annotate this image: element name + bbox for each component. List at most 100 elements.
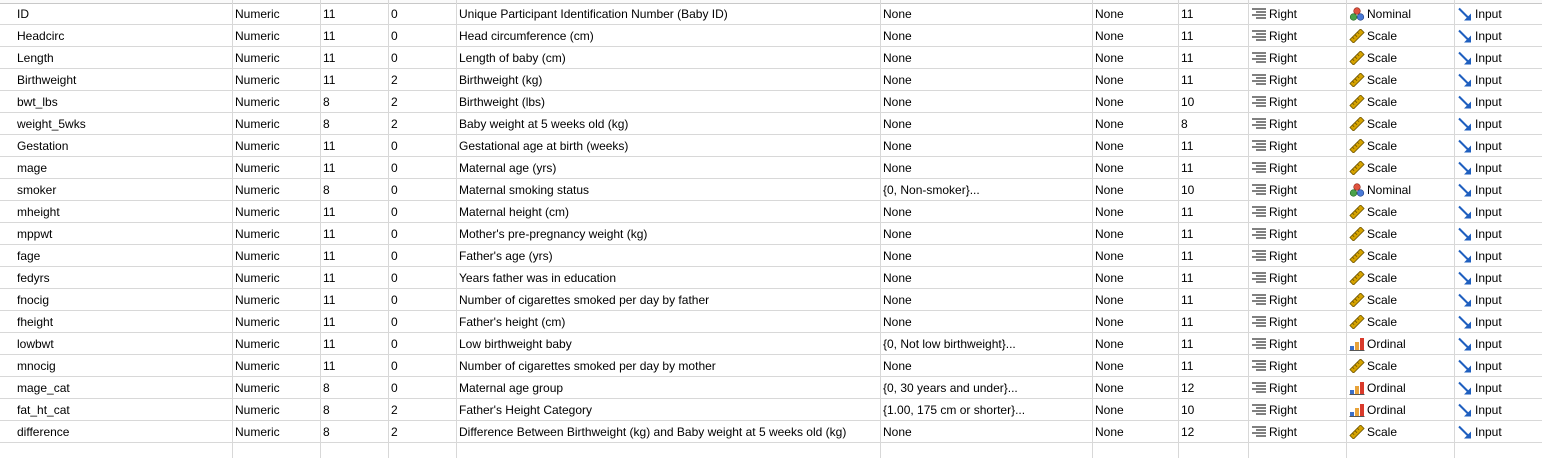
cell-align[interactable]: Right — [1248, 267, 1346, 289]
cell-align[interactable]: Right — [1248, 179, 1346, 201]
cell-align[interactable]: Right — [1248, 135, 1346, 157]
variable-row[interactable]: fage Numeric 11 0 Father's age (yrs) None None… — [0, 245, 1542, 267]
cell-label[interactable]: Maternal age (yrs) — [456, 157, 880, 179]
cell-type[interactable]: Numeric — [232, 157, 320, 179]
cell-name[interactable]: Length — [14, 47, 232, 69]
cell-width[interactable]: 11 — [320, 135, 388, 157]
cell-decimals[interactable]: 0 — [388, 135, 456, 157]
cell-align[interactable]: Right — [1248, 223, 1346, 245]
cell-values[interactable]: None — [880, 245, 1092, 267]
cell-missing[interactable]: None — [1092, 69, 1178, 91]
cell-role[interactable]: Input — [1454, 355, 1542, 377]
cell-measure[interactable]: Scale — [1346, 135, 1454, 157]
cell-measure[interactable]: Scale — [1346, 113, 1454, 135]
cell-missing[interactable]: None — [1092, 399, 1178, 421]
cell-measure[interactable]: Scale — [1346, 421, 1454, 443]
cell-missing[interactable]: None — [1092, 179, 1178, 201]
variable-row[interactable]: lowbwt Numeric 11 0 Low birthweight baby {0, … — [0, 333, 1542, 355]
cell-measure[interactable]: Scale — [1346, 267, 1454, 289]
cell-values[interactable]: None — [880, 69, 1092, 91]
cell-role[interactable]: Input — [1454, 69, 1542, 91]
cell-role[interactable]: Input — [1454, 421, 1542, 443]
cell-decimals[interactable]: 0 — [388, 3, 456, 25]
cell-columns[interactable]: 11 — [1178, 69, 1248, 91]
cell-name[interactable]: mnocig — [14, 355, 232, 377]
cell-label[interactable]: Unique Participant Identification Number… — [456, 3, 880, 25]
cell-type[interactable]: Numeric — [232, 311, 320, 333]
cell-missing[interactable]: None — [1092, 3, 1178, 25]
cell-name[interactable]: mage_cat — [14, 377, 232, 399]
cell-width[interactable]: 11 — [320, 245, 388, 267]
cell-label[interactable]: Years father was in education — [456, 267, 880, 289]
cell-type[interactable]: Numeric — [232, 333, 320, 355]
variable-row[interactable]: mheight Numeric 11 0 Maternal height (cm) Non… — [0, 201, 1542, 223]
cell-align[interactable]: Right — [1248, 333, 1346, 355]
cell-columns[interactable]: 11 — [1178, 245, 1248, 267]
variable-row[interactable]: bwt_lbs Numeric 8 2 Birthweight (lbs) None Non… — [0, 91, 1542, 113]
cell-width[interactable]: 11 — [320, 267, 388, 289]
cell-width[interactable]: 11 — [320, 289, 388, 311]
cell-type[interactable]: Numeric — [232, 355, 320, 377]
cell-decimals[interactable]: 0 — [388, 355, 456, 377]
cell-label[interactable]: Number of cigarettes smoked per day by m… — [456, 355, 880, 377]
cell-name[interactable]: weight_5wks — [14, 113, 232, 135]
cell-measure[interactable]: Nominal — [1346, 179, 1454, 201]
cell-measure[interactable]: Scale — [1346, 47, 1454, 69]
cell-type[interactable]: Numeric — [232, 201, 320, 223]
cell-role[interactable]: Input — [1454, 267, 1542, 289]
cell-label[interactable]: Father's age (yrs) — [456, 245, 880, 267]
cell-type[interactable]: Numeric — [232, 3, 320, 25]
cell-measure[interactable]: Scale — [1346, 311, 1454, 333]
cell-label[interactable]: Maternal height (cm) — [456, 201, 880, 223]
variable-row[interactable]: smoker Numeric 8 0 Maternal smoking status {0… — [0, 179, 1542, 201]
cell-columns[interactable]: 11 — [1178, 223, 1248, 245]
cell-measure[interactable]: Scale — [1346, 289, 1454, 311]
cell-label[interactable]: Length of baby (cm) — [456, 47, 880, 69]
cell-columns[interactable]: 10 — [1178, 179, 1248, 201]
cell-type[interactable]: Numeric — [232, 399, 320, 421]
cell-columns[interactable]: 11 — [1178, 311, 1248, 333]
cell-width[interactable]: 11 — [320, 25, 388, 47]
cell-width[interactable]: 8 — [320, 377, 388, 399]
variable-row[interactable]: fheight Numeric 11 0 Father's height (cm) Non… — [0, 311, 1542, 333]
cell-type[interactable]: Numeric — [232, 377, 320, 399]
cell-width[interactable]: 8 — [320, 421, 388, 443]
cell-label[interactable]: Low birthweight baby — [456, 333, 880, 355]
cell-values[interactable]: None — [880, 223, 1092, 245]
cell-type[interactable]: Numeric — [232, 289, 320, 311]
cell-values[interactable]: None — [880, 3, 1092, 25]
cell-measure[interactable]: Nominal — [1346, 3, 1454, 25]
cell-columns[interactable]: 11 — [1178, 47, 1248, 69]
cell-values[interactable]: None — [880, 289, 1092, 311]
cell-name[interactable]: mppwt — [14, 223, 232, 245]
cell-columns[interactable]: 12 — [1178, 421, 1248, 443]
variable-row[interactable]: mnocig Numeric 11 0 Number of cigarettes smo… — [0, 355, 1542, 377]
cell-align[interactable]: Right — [1248, 25, 1346, 47]
cell-role[interactable]: Input — [1454, 201, 1542, 223]
cell-columns[interactable]: 11 — [1178, 135, 1248, 157]
variable-row[interactable]: Gestation Numeric 11 0 Gestational age at bi… — [0, 135, 1542, 157]
cell-values[interactable]: None — [880, 91, 1092, 113]
cell-decimals[interactable]: 0 — [388, 377, 456, 399]
cell-type[interactable]: Numeric — [232, 25, 320, 47]
cell-missing[interactable]: None — [1092, 421, 1178, 443]
cell-label[interactable]: Head circumference (cm) — [456, 25, 880, 47]
cell-label[interactable]: Mother's pre-pregnancy weight (kg) — [456, 223, 880, 245]
cell-measure[interactable]: Scale — [1346, 201, 1454, 223]
cell-missing[interactable]: None — [1092, 113, 1178, 135]
cell-values[interactable]: None — [880, 311, 1092, 333]
cell-measure[interactable]: Ordinal — [1346, 333, 1454, 355]
cell-values[interactable]: None — [880, 47, 1092, 69]
cell-align[interactable]: Right — [1248, 113, 1346, 135]
cell-measure[interactable]: Scale — [1346, 223, 1454, 245]
cell-label[interactable]: Gestational age at birth (weeks) — [456, 135, 880, 157]
cell-width[interactable]: 8 — [320, 399, 388, 421]
cell-type[interactable]: Numeric — [232, 245, 320, 267]
cell-measure[interactable]: Scale — [1346, 25, 1454, 47]
variable-row[interactable]: weight_5wks Numeric 8 2 Baby weight at 5 wee… — [0, 113, 1542, 135]
cell-missing[interactable]: None — [1092, 267, 1178, 289]
cell-name[interactable]: mage — [14, 157, 232, 179]
cell-width[interactable]: 11 — [320, 69, 388, 91]
cell-columns[interactable]: 8 — [1178, 113, 1248, 135]
cell-role[interactable]: Input — [1454, 289, 1542, 311]
